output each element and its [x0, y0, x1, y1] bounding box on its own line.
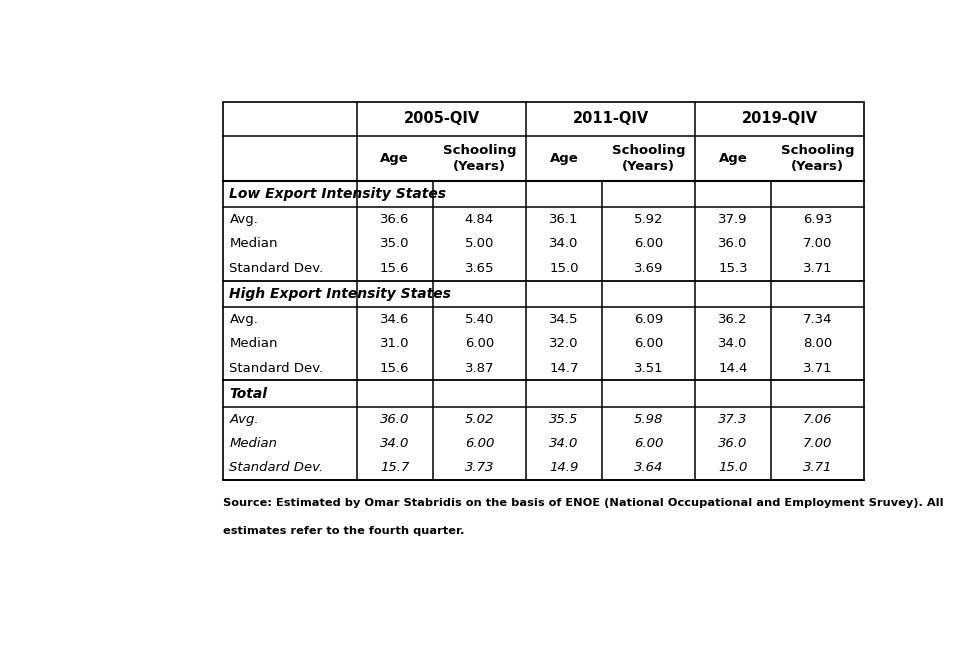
Bar	[224, 102, 864, 480]
Text: Standard Dev.: Standard Dev.	[230, 461, 324, 474]
Text: Age: Age	[550, 152, 578, 165]
Text: 36.0: 36.0	[718, 437, 748, 450]
Text: 6.00: 6.00	[633, 437, 664, 450]
Text: High Export Intensity States: High Export Intensity States	[230, 287, 451, 301]
Text: 14.7: 14.7	[549, 362, 579, 374]
Text: 5.98: 5.98	[633, 413, 664, 426]
Text: Low Export Intensity States: Low Export Intensity States	[230, 187, 447, 201]
Text: 14.4: 14.4	[718, 362, 748, 374]
Text: 36.6: 36.6	[380, 213, 410, 226]
Text: 6.09: 6.09	[633, 313, 664, 326]
Text: 6.00: 6.00	[633, 337, 664, 350]
Text: 15.0: 15.0	[718, 461, 748, 474]
Text: 15.6: 15.6	[380, 362, 410, 374]
Text: Schooling
(Years): Schooling (Years)	[443, 144, 516, 173]
Text: 3.71: 3.71	[803, 461, 832, 474]
Text: 36.0: 36.0	[718, 238, 748, 251]
Text: 7.34: 7.34	[803, 313, 833, 326]
Text: 6.00: 6.00	[633, 238, 664, 251]
Text: 34.6: 34.6	[380, 313, 410, 326]
Text: 5.00: 5.00	[465, 238, 494, 251]
Text: 2005-QIV: 2005-QIV	[404, 111, 480, 126]
Text: 7.00: 7.00	[803, 238, 832, 251]
Text: 3.71: 3.71	[803, 262, 833, 275]
Text: 3.87: 3.87	[465, 362, 494, 374]
Text: 7.00: 7.00	[803, 437, 832, 450]
Text: 34.5: 34.5	[549, 313, 579, 326]
Text: 34.0: 34.0	[549, 238, 579, 251]
Text: 6.00: 6.00	[465, 437, 494, 450]
Text: Schooling
(Years): Schooling (Years)	[612, 144, 685, 173]
Text: 37.3: 37.3	[718, 413, 748, 426]
Text: 34.0: 34.0	[718, 337, 748, 350]
Text: Avg.: Avg.	[230, 313, 259, 326]
Text: 15.7: 15.7	[380, 461, 410, 474]
Text: 32.0: 32.0	[549, 337, 579, 350]
Text: 35.0: 35.0	[380, 238, 410, 251]
Text: 37.9: 37.9	[718, 213, 748, 226]
Text: Schooling
(Years): Schooling (Years)	[781, 144, 854, 173]
Text: 36.0: 36.0	[380, 413, 410, 426]
Text: 15.6: 15.6	[380, 262, 410, 275]
Text: Source: Estimated by Omar Stabridis on the basis of ENOE (National Occupational : Source: Estimated by Omar Stabridis on t…	[224, 498, 944, 508]
Text: 3.73: 3.73	[465, 461, 494, 474]
Text: 31.0: 31.0	[380, 337, 410, 350]
Text: Age: Age	[719, 152, 747, 165]
Text: Standard Dev.: Standard Dev.	[230, 262, 324, 275]
Text: 15.3: 15.3	[718, 262, 748, 275]
Text: Total: Total	[230, 387, 268, 401]
Text: 34.0: 34.0	[549, 437, 579, 450]
Text: 36.1: 36.1	[549, 213, 579, 226]
Text: 3.65: 3.65	[465, 262, 494, 275]
Text: 34.0: 34.0	[380, 437, 410, 450]
Text: 4.84: 4.84	[465, 213, 494, 226]
Text: 2011-QIV: 2011-QIV	[572, 111, 649, 126]
Text: 3.64: 3.64	[633, 461, 664, 474]
Text: 15.0: 15.0	[549, 262, 579, 275]
Text: 5.40: 5.40	[465, 313, 494, 326]
Text: Avg.: Avg.	[230, 213, 259, 226]
Text: Age: Age	[380, 152, 410, 165]
Text: 3.71: 3.71	[803, 362, 833, 374]
Text: 5.02: 5.02	[465, 413, 494, 426]
Text: Median: Median	[230, 437, 277, 450]
Text: 6.93: 6.93	[803, 213, 832, 226]
Text: 2019-QIV: 2019-QIV	[741, 111, 818, 126]
Text: 36.2: 36.2	[718, 313, 748, 326]
Text: Avg.: Avg.	[230, 413, 259, 426]
Text: Standard Dev.: Standard Dev.	[230, 362, 324, 374]
Text: 6.00: 6.00	[465, 337, 494, 350]
Text: Median: Median	[230, 337, 278, 350]
Text: 5.92: 5.92	[633, 213, 664, 226]
Text: 3.69: 3.69	[633, 262, 664, 275]
Text: 3.51: 3.51	[633, 362, 664, 374]
Text: estimates refer to the fourth quarter.: estimates refer to the fourth quarter.	[224, 526, 465, 536]
Text: 8.00: 8.00	[803, 337, 832, 350]
Text: 7.06: 7.06	[803, 413, 832, 426]
Text: 35.5: 35.5	[549, 413, 579, 426]
Text: 14.9: 14.9	[549, 461, 579, 474]
Text: Median: Median	[230, 238, 278, 251]
